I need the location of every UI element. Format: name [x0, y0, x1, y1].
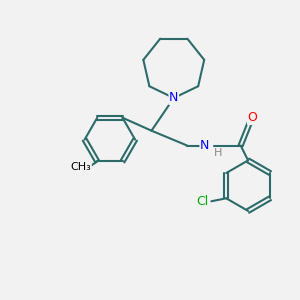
Text: O: O: [248, 111, 257, 124]
Text: H: H: [214, 148, 223, 158]
Text: Cl: Cl: [196, 195, 208, 208]
Text: N: N: [169, 92, 178, 104]
Text: CH₃: CH₃: [70, 162, 91, 172]
Text: N: N: [200, 139, 209, 152]
